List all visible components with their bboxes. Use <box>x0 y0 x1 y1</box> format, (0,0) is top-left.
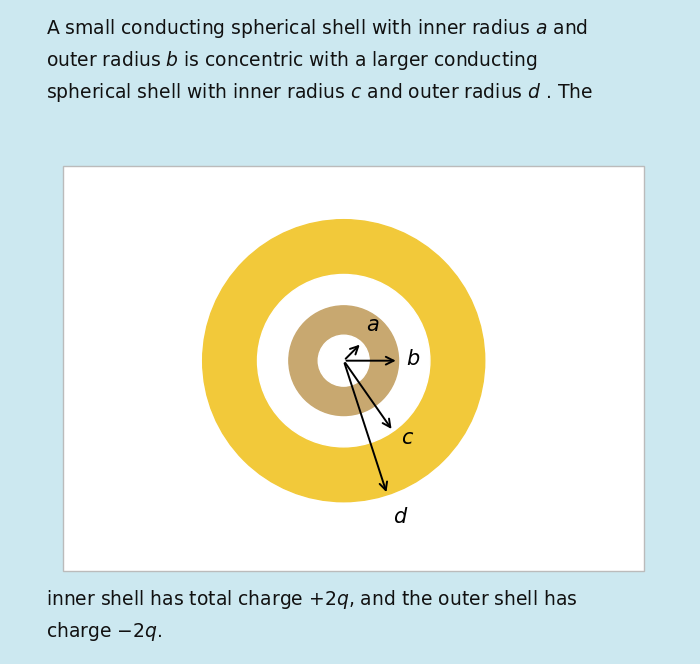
Text: $c$: $c$ <box>401 430 414 448</box>
Text: $d$: $d$ <box>393 507 409 527</box>
Circle shape <box>203 220 484 502</box>
Text: inner shell has total charge $+2q$, and the outer shell has
charge $-2q$.: inner shell has total charge $+2q$, and … <box>46 588 578 643</box>
Bar <box>63 166 644 571</box>
Circle shape <box>318 335 369 386</box>
Text: $b$: $b$ <box>407 349 421 369</box>
Circle shape <box>258 274 430 447</box>
Text: A small conducting spherical shell with inner radius $a$ and
outer radius $b$ is: A small conducting spherical shell with … <box>46 17 593 104</box>
Text: $a$: $a$ <box>365 316 379 335</box>
Circle shape <box>289 306 398 416</box>
